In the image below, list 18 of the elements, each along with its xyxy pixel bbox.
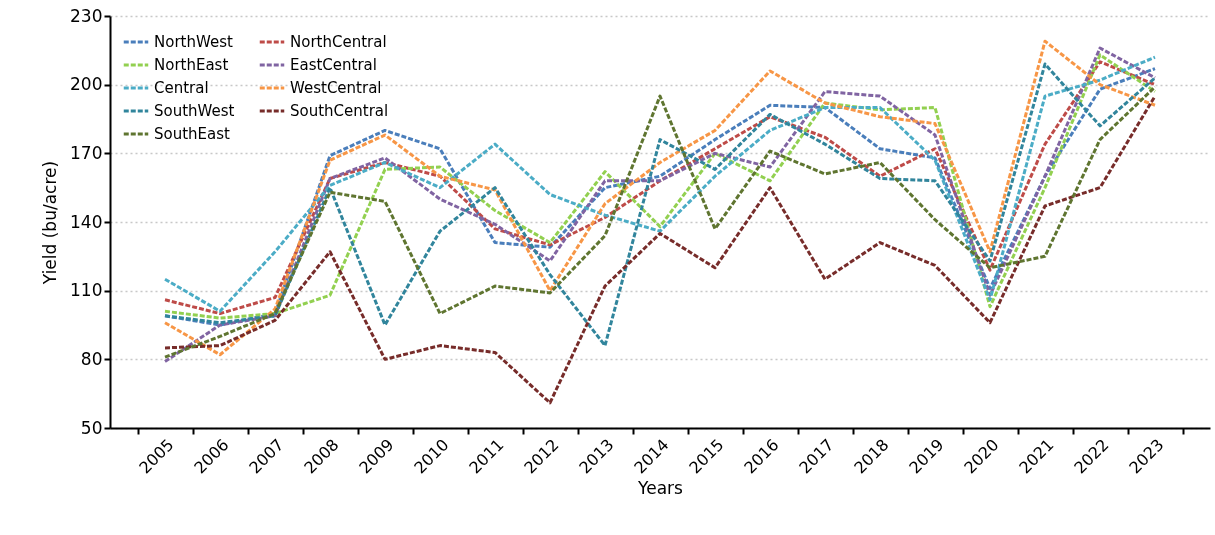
y-tick-label: 110 bbox=[70, 280, 103, 301]
legend-label: SouthWest bbox=[154, 102, 235, 120]
y-tick-label: 80 bbox=[80, 348, 103, 369]
legend-label: Central bbox=[154, 79, 209, 97]
legend-label: SouthEast bbox=[154, 125, 231, 143]
legend-label: EastCentral bbox=[290, 56, 377, 74]
legend-label: SouthCentral bbox=[290, 102, 389, 120]
y-tick-label: 170 bbox=[70, 142, 103, 163]
legend-label: NorthCentral bbox=[290, 33, 387, 51]
y-tick-label: 200 bbox=[70, 74, 103, 95]
x-axis-title: Years bbox=[637, 477, 684, 498]
y-tick-label: 230 bbox=[70, 5, 103, 26]
legend-label: WestCentral bbox=[290, 79, 382, 97]
legend-label: NorthWest bbox=[154, 33, 233, 51]
y-tick-label: 50 bbox=[80, 417, 103, 438]
legend-label: NorthEast bbox=[154, 56, 229, 74]
y-axis-title: Yield (bu/acre) bbox=[40, 160, 61, 286]
y-tick-label: 140 bbox=[70, 211, 103, 232]
